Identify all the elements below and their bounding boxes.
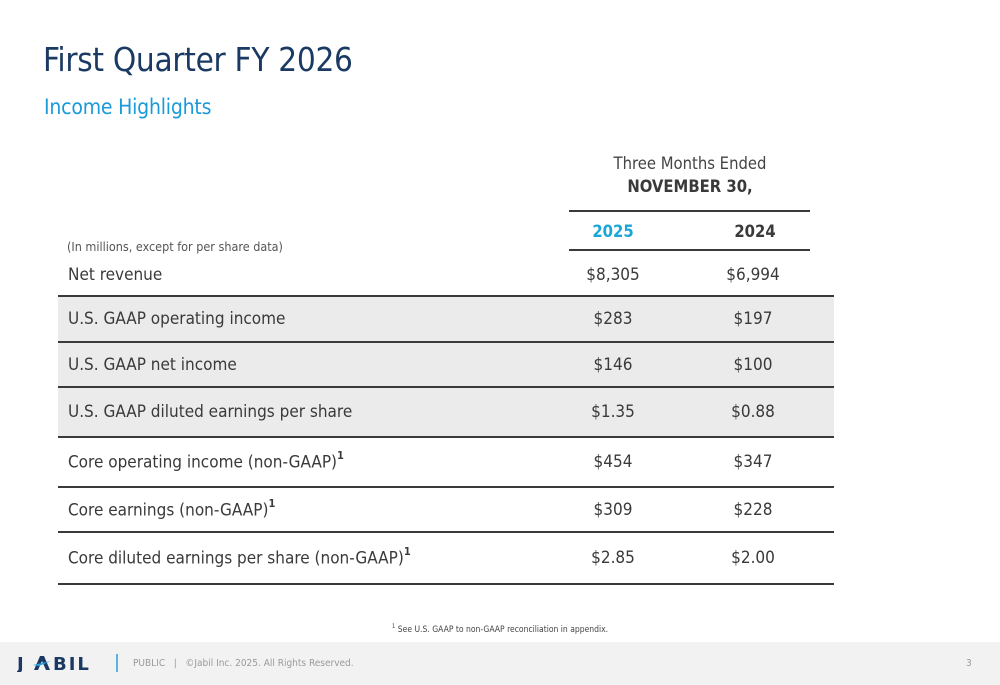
footer-text: PUBLIC | ©Jabil Inc. 2025. All Rights Re…: [133, 658, 354, 669]
separator: |: [173, 658, 177, 669]
row-label: U.S. GAAP diluted earnings per share: [68, 402, 353, 422]
table-row: Net revenue $8,305 $6,994: [58, 255, 834, 297]
slide-footer: J BIL PUBLIC | ©Jabil Inc. 2025. All Rig…: [0, 642, 1000, 685]
footnote-marker: 1: [391, 623, 396, 630]
value-2025: $1.35: [591, 402, 635, 422]
table-row: U.S. GAAP diluted earnings per share $1.…: [58, 388, 834, 438]
footnote: 1 See U.S. GAAP to non-GAAP reconciliati…: [0, 623, 1000, 635]
value-2025: $8,305: [586, 265, 640, 285]
period-heading: Three Months Ended NOVEMBER 30,: [570, 152, 810, 198]
column-header-2024: 2024: [734, 222, 776, 241]
classification-label: PUBLIC: [133, 658, 166, 669]
value-2024: $2.00: [731, 548, 775, 568]
footer-divider: [116, 654, 118, 672]
table-row: U.S. GAAP net income $146 $100: [58, 343, 834, 388]
value-2024: $6,994: [726, 265, 780, 285]
page-number: 3: [966, 658, 972, 669]
period-heading-line2: NOVEMBER 30,: [627, 177, 753, 196]
table-row: U.S. GAAP operating income $283 $197: [58, 297, 834, 343]
value-2024: $347: [733, 452, 773, 472]
svg-text:BIL: BIL: [53, 654, 91, 672]
row-label: Core earnings (non-GAAP)1: [68, 496, 276, 521]
value-2024: $228: [733, 499, 773, 520]
value-2025: $146: [593, 354, 633, 375]
row-label: Core diluted earnings per share (non-GAA…: [68, 545, 411, 569]
table-row: Core operating income (non-GAAP)1 $454 $…: [58, 438, 834, 488]
row-label: Net revenue: [68, 265, 163, 285]
svg-text:J: J: [17, 654, 26, 672]
period-heading-line1: Three Months Ended: [613, 154, 767, 173]
table-row: Core earnings (non-GAAP)1 $309 $228: [58, 488, 834, 533]
value-2024: $0.88: [731, 402, 775, 422]
jabil-logo-icon: J BIL: [15, 654, 91, 675]
slide-title: First Quarter FY 2026: [43, 40, 353, 79]
value-2025: $283: [593, 309, 633, 329]
period-rule-top: [569, 210, 810, 212]
copyright-text: ©Jabil Inc. 2025. All Rights Reserved.: [185, 658, 354, 669]
column-header-2025: 2025: [592, 222, 634, 241]
value-2025: $309: [593, 499, 633, 520]
footnote-marker: 1: [337, 449, 344, 463]
table-row: Core diluted earnings per share (non-GAA…: [58, 533, 834, 585]
row-label: U.S. GAAP operating income: [68, 309, 286, 329]
footnote-marker: 1: [268, 496, 276, 510]
footnote-text: See U.S. GAAP to non-GAAP reconciliation…: [397, 624, 609, 635]
jabil-logo: J BIL: [15, 654, 99, 676]
units-note: (In millions, except for per share data): [67, 239, 283, 254]
value-2025: $454: [593, 452, 633, 472]
slide-subtitle: Income Highlights: [44, 95, 212, 119]
value-2024: $100: [733, 354, 773, 375]
row-label: Core operating income (non-GAAP)1: [68, 449, 344, 473]
row-label: U.S. GAAP net income: [68, 354, 237, 375]
value-2025: $2.85: [591, 548, 635, 568]
value-2024: $197: [733, 309, 773, 329]
period-rule-bottom: [569, 249, 810, 251]
footnote-marker: 1: [403, 545, 411, 559]
